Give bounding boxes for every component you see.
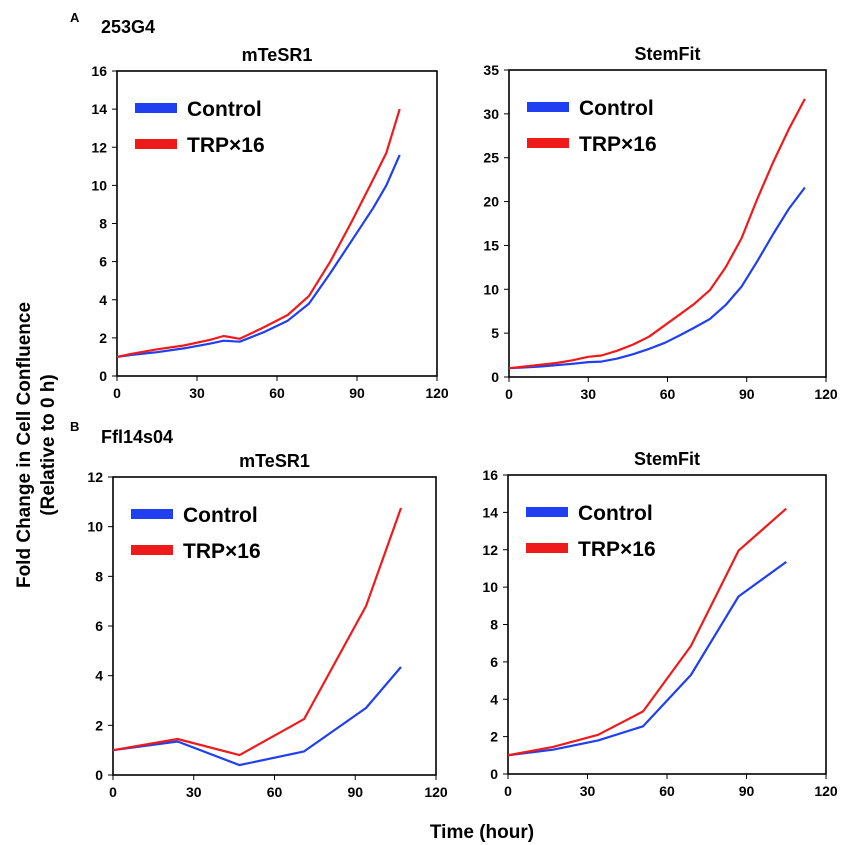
- legend-swatch-control: [527, 102, 569, 112]
- series-line-control: [508, 186, 806, 370]
- legend-swatch-trp: [131, 545, 173, 555]
- x-tick-label: 0: [504, 783, 512, 799]
- series-line-control: [112, 666, 402, 767]
- chart-2: StemFit 0 5 10 15 20 25 30 35 0 30 60 90 120 Control TR…: [483, 44, 837, 402]
- chart-title: mTeSR1: [239, 451, 310, 471]
- y-tick-label: 8: [99, 216, 107, 232]
- x-axis-label: Time (hour): [430, 822, 534, 843]
- x-tick-label: 120: [425, 385, 449, 401]
- plot-frame: [112, 476, 437, 776]
- legend-swatch-control: [135, 103, 177, 113]
- y-tick-label: 8: [490, 617, 498, 633]
- y-tick-label: 0: [490, 766, 498, 782]
- y-tick-label: 30: [483, 106, 499, 122]
- y-axis-label-line1: Fold Change in Cell Confluence: [14, 302, 35, 588]
- legend-swatch-trp: [526, 543, 568, 553]
- x-tick-label: 30: [580, 386, 596, 402]
- x-tick-label: 60: [267, 784, 283, 800]
- y-tick-label: 4: [95, 668, 103, 684]
- legend-label-control: Control: [183, 504, 258, 527]
- y-tick-label: 0: [99, 368, 107, 384]
- y-tick-label: 2: [490, 729, 498, 745]
- plot-frame: [507, 474, 827, 775]
- x-tick-label: 90: [739, 783, 755, 799]
- series-line-control: [507, 561, 787, 757]
- series-line-control: [116, 154, 401, 358]
- y-tick-label: 16: [482, 467, 498, 483]
- chart-4: StemFit 0 2 4 6 8 10 12 14 16 0 30 60 90 120 Control TRP…: [482, 449, 837, 799]
- y-tick-label: 12: [87, 469, 103, 485]
- panel-letter-a: A: [70, 10, 80, 25]
- chart-title: StemFit: [634, 449, 700, 469]
- y-tick-label: 25: [483, 150, 499, 166]
- y-tick-label: 0: [95, 767, 103, 783]
- y-tick-label: 35: [483, 62, 499, 78]
- y-tick-label: 10: [482, 579, 498, 595]
- y-tick-label: 0: [491, 369, 499, 385]
- y-tick-label: 5: [491, 325, 499, 341]
- x-tick-label: 30: [580, 783, 596, 799]
- legend-label-control: Control: [579, 97, 654, 120]
- y-tick-label: 14: [482, 504, 498, 520]
- series-line-trp: [507, 507, 788, 757]
- chart-title: StemFit: [634, 44, 700, 64]
- y-tick-label: 6: [99, 254, 107, 270]
- y-tick-label: 4: [99, 292, 107, 308]
- x-tick-label: 60: [269, 385, 285, 401]
- y-tick-label: 6: [95, 618, 103, 634]
- chart-title: mTeSR1: [242, 45, 313, 65]
- panel-letter-b: B: [70, 419, 79, 434]
- legend-label-trp: TRP×16: [183, 540, 261, 563]
- y-tick-label: 2: [99, 330, 107, 346]
- x-tick-label: 0: [109, 784, 117, 800]
- y-tick-label: 10: [87, 519, 103, 535]
- series-line-trp: [116, 108, 401, 358]
- y-tick-label: 20: [483, 194, 499, 210]
- x-tick-label: 90: [739, 386, 755, 402]
- x-tick-label: 90: [347, 784, 363, 800]
- legend-swatch-trp: [135, 139, 177, 149]
- y-tick-label: 12: [482, 542, 498, 558]
- legend-label-trp: TRP×16: [187, 134, 265, 157]
- x-tick-label: 90: [349, 385, 365, 401]
- x-tick-label: 60: [659, 783, 675, 799]
- y-tick-label: 8: [95, 568, 103, 584]
- y-tick-label: 4: [490, 691, 498, 707]
- legend-swatch-control: [131, 509, 173, 519]
- y-axis-label-line2: (Relative to 0 h): [38, 374, 59, 515]
- x-tick-label: 120: [814, 386, 838, 402]
- y-tick-label: 14: [91, 101, 107, 117]
- x-tick-label: 120: [814, 783, 838, 799]
- x-tick-label: 0: [505, 386, 513, 402]
- panel-title-b: Ffl14s04: [101, 427, 173, 447]
- legend-swatch-control: [526, 507, 568, 517]
- series-line-trp: [508, 98, 806, 370]
- y-tick-label: 12: [91, 139, 107, 155]
- x-tick-label: 30: [189, 385, 205, 401]
- x-tick-label: 0: [113, 385, 121, 401]
- panel-title-a: 253G4: [101, 17, 155, 37]
- legend-label-control: Control: [578, 502, 653, 525]
- y-tick-label: 2: [95, 717, 103, 733]
- y-tick-label: 6: [490, 654, 498, 670]
- series-line-trp: [112, 507, 403, 757]
- y-tick-label: 10: [91, 177, 107, 193]
- legend-label-trp: TRP×16: [579, 133, 657, 156]
- x-tick-label: 30: [186, 784, 202, 800]
- x-tick-label: 120: [424, 784, 448, 800]
- legend-label-trp: TRP×16: [578, 538, 656, 561]
- legend-swatch-trp: [527, 138, 569, 148]
- chart-1: mTeSR1 0 2 4 6 8 10 12 14 16 0 30 60 90 120 Control TRP×…: [91, 45, 448, 401]
- x-tick-label: 60: [660, 386, 676, 402]
- y-tick-label: 10: [483, 281, 499, 297]
- plot-frame: [116, 70, 438, 377]
- legend-label-control: Control: [187, 98, 262, 121]
- y-tick-label: 16: [91, 63, 107, 79]
- y-tick-label: 15: [483, 237, 499, 253]
